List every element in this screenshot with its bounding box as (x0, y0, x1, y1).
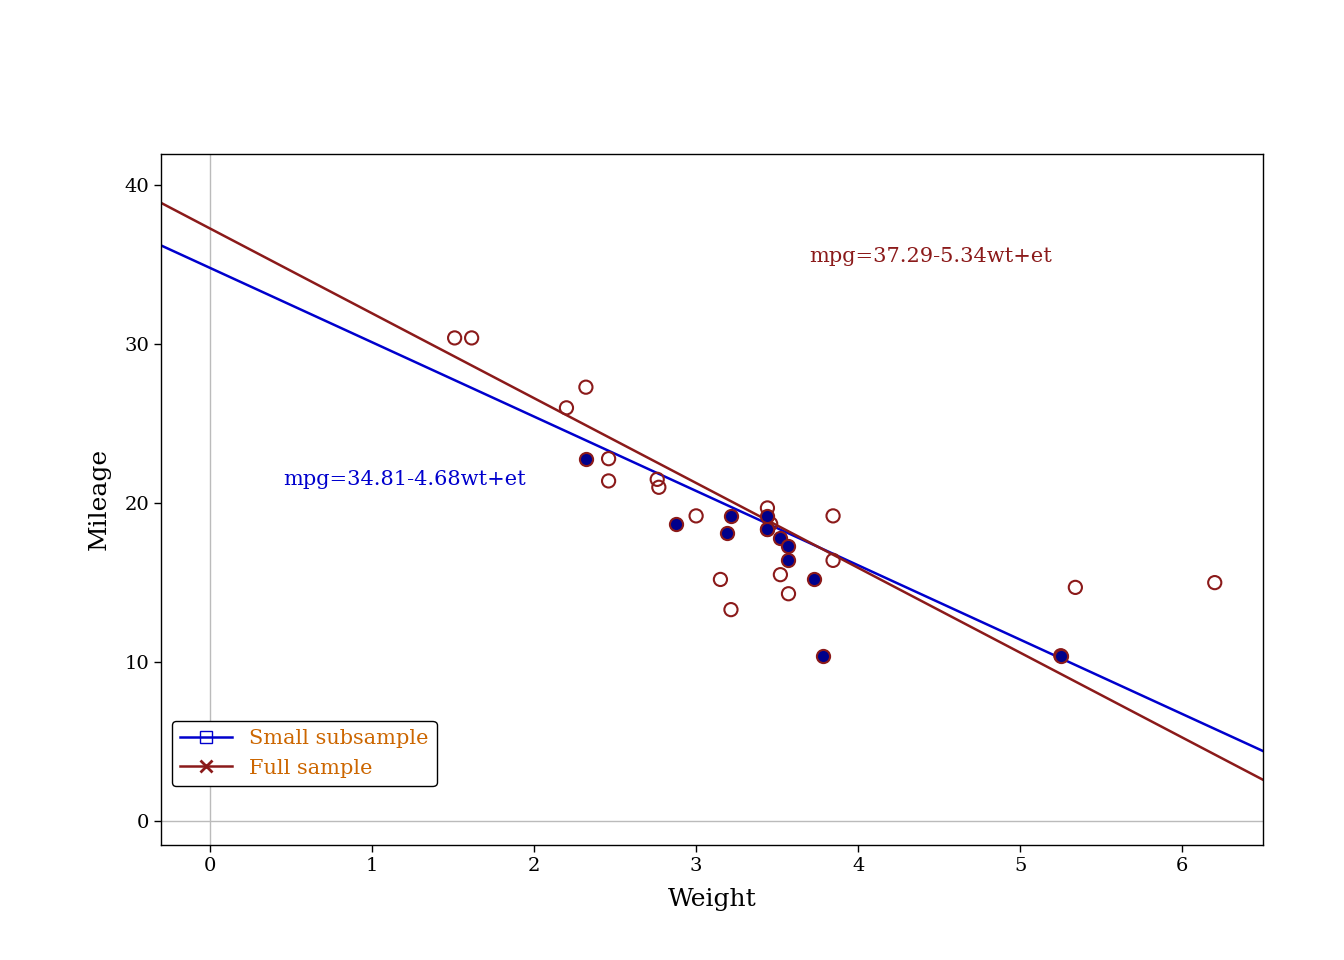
Point (757, 521, 778, 537)
Point (685, 508, 707, 523)
Point (757, 500, 778, 516)
Point (598, 473, 620, 489)
Point (444, 330, 465, 346)
Point (823, 508, 844, 523)
Legend: Small subsample, Full sample: Small subsample, Full sample (172, 721, 437, 786)
Point (720, 508, 742, 523)
Point (757, 508, 778, 523)
Text: mpg=34.81-4.68wt+et: mpg=34.81-4.68wt+et (282, 469, 526, 489)
Point (1064, 580, 1086, 595)
Point (646, 471, 668, 487)
Point (778, 539, 800, 554)
Point (555, 400, 577, 416)
Point (1050, 648, 1071, 663)
Point (770, 531, 792, 546)
Point (1204, 575, 1226, 590)
Point (823, 553, 844, 568)
Point (778, 586, 800, 601)
Point (759, 516, 781, 532)
Text: mpg=37.29-5.34wt+et: mpg=37.29-5.34wt+et (809, 248, 1052, 266)
Point (575, 379, 597, 395)
Y-axis label: Mileage: Mileage (87, 448, 110, 550)
Point (710, 572, 731, 588)
Point (461, 330, 482, 346)
Point (757, 521, 778, 537)
Point (716, 526, 738, 541)
Point (770, 567, 792, 583)
Point (575, 451, 597, 467)
Point (778, 553, 800, 568)
X-axis label: Weight: Weight (668, 889, 757, 911)
Point (812, 648, 833, 663)
Point (648, 480, 669, 495)
Point (720, 602, 742, 617)
Point (598, 451, 620, 467)
Point (804, 572, 825, 588)
Point (1050, 648, 1071, 663)
Point (665, 516, 687, 532)
